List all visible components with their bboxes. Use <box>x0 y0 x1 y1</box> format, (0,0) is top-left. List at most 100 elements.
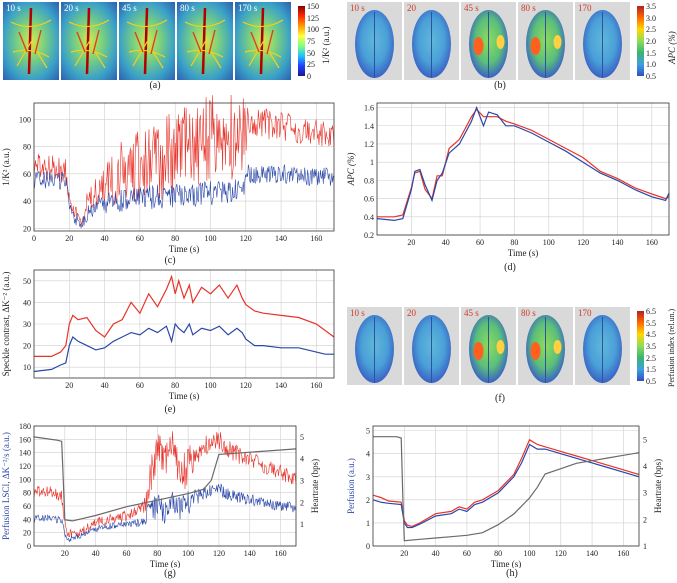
ytick-c-0: 20 <box>23 224 31 233</box>
xtick-h-0: 20 <box>400 549 408 558</box>
xtick-e-5: 120 <box>240 381 252 390</box>
xtick-e-6: 140 <box>275 381 287 390</box>
xtick-d-3: 80 <box>510 238 518 247</box>
y2tick-g-2: 3 <box>300 477 304 486</box>
ytick-g-0: 0 <box>27 542 31 551</box>
colorbar-label-a: 1/K² (a.u.) <box>321 26 331 64</box>
panel-f-image-art-4 <box>526 315 565 383</box>
xtick-h-2: 60 <box>463 549 471 558</box>
panel-f-image-art-2 <box>412 315 451 383</box>
ytick-g-4: 80 <box>23 489 31 498</box>
xtick-g-7: 160 <box>275 549 287 558</box>
panel-f-colorbar-tick-1: 5.5 <box>646 318 656 328</box>
ytick-g-7: 140 <box>19 449 31 458</box>
colorbar-label-f: Perfusion index (rel.un.) <box>667 308 676 387</box>
panel-f-colorbar-tick-3: 3.5 <box>646 342 656 351</box>
xtick-h-1: 40 <box>432 549 440 558</box>
panel-b-time-label-3: 45 s <box>464 3 479 13</box>
axes-frame-g <box>33 425 297 547</box>
panel-f-time-label-4: 80 s <box>521 308 536 318</box>
y2label-g: Heartrate (bps) <box>310 459 320 513</box>
panel-a-colorbar-tick-6: 0 <box>307 72 311 81</box>
colorbar-a <box>298 6 305 76</box>
ytick-d-6: 1.4 <box>364 122 374 131</box>
panel-b-image-art-2 <box>412 10 451 78</box>
panel-b-time-label-5: 170 <box>578 3 592 13</box>
panel-f-time-label-1: 10 s <box>350 308 365 318</box>
y2tick-h-2: 3 <box>643 489 647 498</box>
panel-f-image-1: 10 s <box>347 307 402 385</box>
colorbar-ticks-b: 3.5 3.0 2.5 2.0 1.5 1.0 0.5 <box>646 2 664 81</box>
xlabel-c: Time (s) <box>169 244 199 254</box>
panel-f-colorbar-tick-5: 1.5 <box>646 365 656 375</box>
ytick-g-8: 160 <box>19 435 31 444</box>
xtick-c-5: 100 <box>204 234 216 243</box>
panel-label-g: (g) <box>164 568 176 579</box>
panel-a-image-1: 10 s <box>3 2 59 80</box>
panel-a-image-3: 45 s <box>119 2 175 80</box>
panel-b-colorbar-tick-6: 0.5 <box>646 72 656 81</box>
panel-f-time-label-2: 20 <box>407 308 416 318</box>
colorbar-ticks-f: 6.5 5.5 4.5 3.5 2.5 1.5 0.5 <box>646 307 664 386</box>
ytick-d-7: 1.6 <box>364 104 374 113</box>
xtick-d-5: 120 <box>577 238 589 247</box>
panel-a-time-label-3: 45 s <box>122 3 137 13</box>
panel-a-time-label-2: 20 s <box>64 3 79 13</box>
y2tick-g-4: 5 <box>300 433 304 442</box>
series-e-red <box>34 274 335 358</box>
colorbar-label-b: APC (%) <box>667 31 677 64</box>
y2tick-g-3: 4 <box>300 455 304 464</box>
ytick-g-3: 60 <box>23 502 31 511</box>
xlabel-h: Time (s) <box>491 559 521 568</box>
panel-f-image-art-5 <box>583 315 622 383</box>
panel-a-time-label-5: 170 s <box>238 3 258 13</box>
ytick-d-0: 0.2 <box>364 231 374 240</box>
panel-f-colorbar-tick-0: 6.5 <box>646 307 656 316</box>
panel-f-colorbar-tick-6: 0.5 <box>646 377 656 386</box>
panel-a-colorbar-tick-4: 50 <box>307 48 315 58</box>
xtick-d-6: 140 <box>611 238 623 247</box>
panel-b-time-label-1: 10 s <box>350 3 365 13</box>
panel-b-image-5: 170 <box>575 2 630 80</box>
series-c-blue <box>33 163 335 229</box>
panel-b-image-art-1 <box>355 10 394 78</box>
panel-a-image-art-1 <box>10 7 52 75</box>
series-h-red <box>372 438 640 528</box>
xtick-c-1: 20 <box>65 234 73 243</box>
chart-e: 20 40 60 80 100 120 140 160 10 20 30 40 50 Time (s) Sp… <box>1 269 335 401</box>
image-strip-f: 10 s 20 45 s 80 s 170 <box>347 307 632 385</box>
series-g-red <box>33 431 297 538</box>
xtick-d-2: 60 <box>476 238 484 247</box>
panel-b-colorbar-tick-2: 2.5 <box>646 25 656 35</box>
ytick-e-0: 10 <box>23 363 31 372</box>
xtick-e-3: 80 <box>171 381 179 390</box>
series-e-blue <box>33 322 334 373</box>
panel-f-colorbar-tick-4: 2.5 <box>646 353 656 363</box>
panel-b-colorbar-tick-1: 3.0 <box>646 13 656 23</box>
series-d-red <box>377 108 670 218</box>
ytick-h-5: 5 <box>366 427 370 436</box>
panel-label-c: (c) <box>164 255 176 266</box>
ytick-d-5: 1.2 <box>364 140 374 149</box>
y2tick-h-1: 2 <box>643 515 647 524</box>
xtick-e-7: 160 <box>310 381 322 390</box>
ytick-g-2: 40 <box>23 515 31 524</box>
xtick-e-1: 40 <box>101 381 109 390</box>
xtick-g-1: 40 <box>92 549 100 558</box>
panel-b-image-2: 20 <box>404 2 459 80</box>
xtick-g-2: 60 <box>122 549 130 558</box>
ytick-e-3: 40 <box>23 298 31 307</box>
xtick-h-5: 120 <box>555 549 567 558</box>
panel-a-image-art-3 <box>126 7 168 75</box>
panel-b-colorbar-tick-3: 2.0 <box>646 37 656 46</box>
chart-d: 20 40 60 80 100 120 140 160 0.2 0.4 0.6 0.8 1 1.2 1.4 1… <box>346 102 670 258</box>
y2tick-h-3: 4 <box>643 462 647 471</box>
xlabel-e: Time (s) <box>169 391 199 401</box>
panel-f: 10 s 20 45 s 80 s 170 6.5 5.5 4.5 3.5 2.5 1.5 0.5 … <box>347 307 677 387</box>
y2tick-g-1: 2 <box>300 498 304 507</box>
ytick-c-3: 80 <box>23 143 31 152</box>
ytick-e-2: 30 <box>23 320 31 329</box>
xtick-g-4: 100 <box>182 549 194 558</box>
panel-a: 10 s 20 s 45 s 80 s 170 s 150 125 100 75 50 25 0 1… <box>3 2 333 81</box>
